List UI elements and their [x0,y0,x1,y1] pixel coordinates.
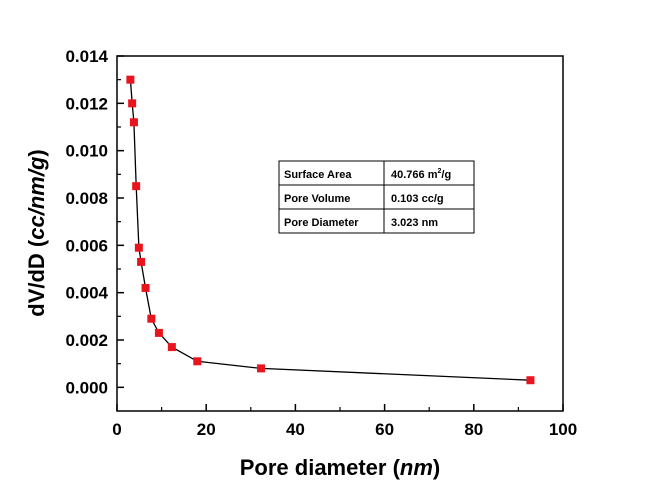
data-point [147,314,156,323]
data-point [137,257,146,266]
data-point [154,328,163,337]
y-axis-title: dV/dD (cc/nm/g) [24,149,49,316]
data-point [132,182,141,191]
y-tick-label: 0.004 [65,284,108,303]
y-axis: 0.000 0.002 0.004 0.006 0.008 0.010 0.012 0.014 [65,47,124,397]
y-tick-label: 0.006 [65,236,108,255]
x-axis: 0 20 40 60 80 100 [112,404,577,439]
data-point [128,99,137,108]
data-markers [126,75,535,385]
data-point [129,118,138,127]
x-tick-label: 60 [375,420,394,439]
x-tick-label: 40 [286,420,305,439]
properties-table: Surface Area 40.766 m2/g Pore Volume 0.1… [278,160,475,234]
y-tick-label: 0.010 [65,142,108,161]
x-tick-label: 20 [197,420,216,439]
table-border [278,160,475,234]
data-point [193,357,202,366]
surface-area-label: Surface Area [284,169,352,181]
x-axis-title: Pore diameter (nm) [240,455,441,480]
surface-area-value: 40.766 m2/g [391,168,451,181]
data-point [134,243,143,252]
x-tick-label: 80 [464,420,483,439]
data-point [141,283,150,292]
pore-volume-label: Pore Volume [284,193,350,205]
data-point [126,75,135,84]
data-point [257,364,266,373]
y-tick-label: 0.002 [65,331,108,350]
x-tick-label: 0 [112,420,121,439]
data-point [526,376,535,385]
pore-volume-value: 0.103 cc/g [391,193,444,205]
y-tick-label: 0.008 [65,189,108,208]
pore-diameter-label: Pore Diameter [284,217,359,229]
data-point [167,343,176,352]
y-tick-label: 0.000 [65,378,108,397]
pore-diameter-value: 3.023 nm [391,217,438,229]
y-tick-label: 0.014 [65,47,108,66]
x-tick-label: 100 [549,420,577,439]
y-tick-label: 0.012 [65,94,108,113]
